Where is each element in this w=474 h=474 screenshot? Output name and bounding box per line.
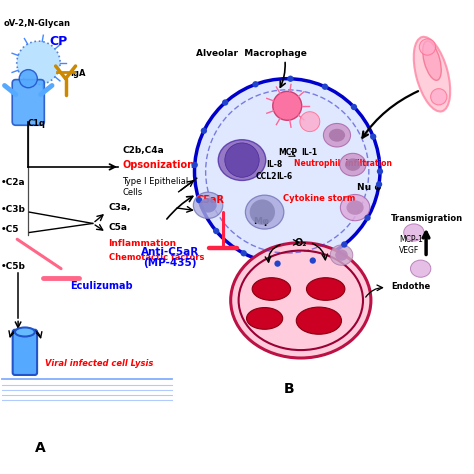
Circle shape: [196, 197, 202, 203]
Ellipse shape: [340, 194, 370, 221]
Text: Cells: Cells: [122, 188, 142, 197]
Text: A: A: [36, 441, 46, 455]
Ellipse shape: [340, 153, 366, 176]
Text: oV-2,N-Glycan: oV-2,N-Glycan: [4, 19, 71, 28]
Text: Viral infected cell Lysis: Viral infected cell Lysis: [45, 359, 154, 368]
Ellipse shape: [346, 201, 364, 215]
Text: Nu φ: Nu φ: [357, 182, 382, 191]
Ellipse shape: [231, 243, 371, 358]
Circle shape: [201, 128, 207, 134]
Circle shape: [213, 228, 219, 234]
Circle shape: [191, 162, 198, 168]
Circle shape: [430, 89, 447, 105]
Text: B: B: [284, 382, 295, 396]
Text: •C5: •C5: [1, 226, 19, 235]
Ellipse shape: [345, 158, 361, 171]
Text: O₂: O₂: [294, 238, 307, 248]
Text: IgA: IgA: [70, 69, 86, 78]
Ellipse shape: [323, 123, 351, 147]
Circle shape: [17, 41, 60, 84]
Text: •C2a: •C2a: [1, 178, 26, 187]
FancyBboxPatch shape: [12, 80, 45, 125]
Text: Chemotactic factors: Chemotactic factors: [109, 253, 204, 262]
Circle shape: [365, 215, 371, 221]
Ellipse shape: [410, 260, 431, 277]
FancyBboxPatch shape: [13, 330, 37, 375]
Circle shape: [222, 100, 228, 106]
Text: •C5b: •C5b: [1, 262, 26, 271]
Text: IL-6: IL-6: [276, 172, 292, 181]
Circle shape: [194, 79, 380, 264]
Text: C5a: C5a: [109, 223, 128, 232]
Ellipse shape: [296, 307, 341, 334]
Text: Eculizumab: Eculizumab: [70, 281, 133, 291]
Circle shape: [273, 91, 302, 120]
Ellipse shape: [307, 278, 345, 301]
Circle shape: [341, 241, 347, 247]
Circle shape: [250, 200, 275, 225]
Ellipse shape: [329, 129, 345, 142]
Text: IL-8: IL-8: [266, 160, 282, 169]
Circle shape: [19, 70, 37, 88]
Text: Transmigration: Transmigration: [391, 214, 464, 223]
Circle shape: [322, 83, 328, 90]
Ellipse shape: [15, 328, 35, 337]
Circle shape: [419, 39, 436, 55]
Ellipse shape: [423, 41, 441, 81]
Text: Cytokine storm: Cytokine storm: [283, 194, 355, 203]
Circle shape: [300, 112, 320, 132]
Circle shape: [274, 261, 281, 267]
Text: CCL2: CCL2: [255, 172, 277, 181]
Ellipse shape: [335, 249, 348, 261]
Text: Alveolar  Macrophage: Alveolar Macrophage: [196, 49, 307, 58]
Text: Mφ: Mφ: [253, 218, 269, 226]
Circle shape: [225, 143, 259, 177]
Text: Inflammation: Inflammation: [109, 239, 177, 248]
Ellipse shape: [404, 224, 424, 241]
Ellipse shape: [246, 195, 284, 229]
Text: •C3b: •C3b: [1, 205, 26, 214]
Ellipse shape: [246, 308, 283, 329]
Circle shape: [351, 104, 357, 110]
Text: Endothe: Endothe: [391, 282, 430, 291]
Text: C5aR: C5aR: [197, 195, 225, 205]
Text: C1q: C1q: [28, 119, 46, 128]
Ellipse shape: [414, 37, 450, 111]
Ellipse shape: [218, 140, 266, 181]
Text: MCP: MCP: [278, 148, 297, 157]
Ellipse shape: [200, 198, 217, 212]
Ellipse shape: [193, 192, 223, 219]
Text: Opsonization: Opsonization: [122, 160, 194, 170]
Text: MCP-1
VEGF: MCP-1 VEGF: [399, 236, 423, 255]
Text: CP: CP: [50, 35, 68, 48]
Circle shape: [377, 168, 383, 174]
Text: Anti-C5aR
(MP-435): Anti-C5aR (MP-435): [140, 247, 199, 268]
Circle shape: [376, 181, 382, 188]
Circle shape: [370, 134, 376, 140]
Circle shape: [240, 250, 247, 256]
Text: Neutrophil  infiltration: Neutrophil infiltration: [294, 158, 392, 167]
Circle shape: [252, 81, 259, 87]
Ellipse shape: [330, 245, 353, 265]
Circle shape: [310, 257, 316, 264]
Circle shape: [287, 75, 293, 82]
Text: Type I Epithelial: Type I Epithelial: [122, 177, 188, 186]
Text: IL-1: IL-1: [301, 148, 317, 157]
Ellipse shape: [252, 278, 291, 301]
Text: C2b,C4a: C2b,C4a: [122, 146, 164, 155]
Text: C3a,: C3a,: [109, 203, 131, 212]
